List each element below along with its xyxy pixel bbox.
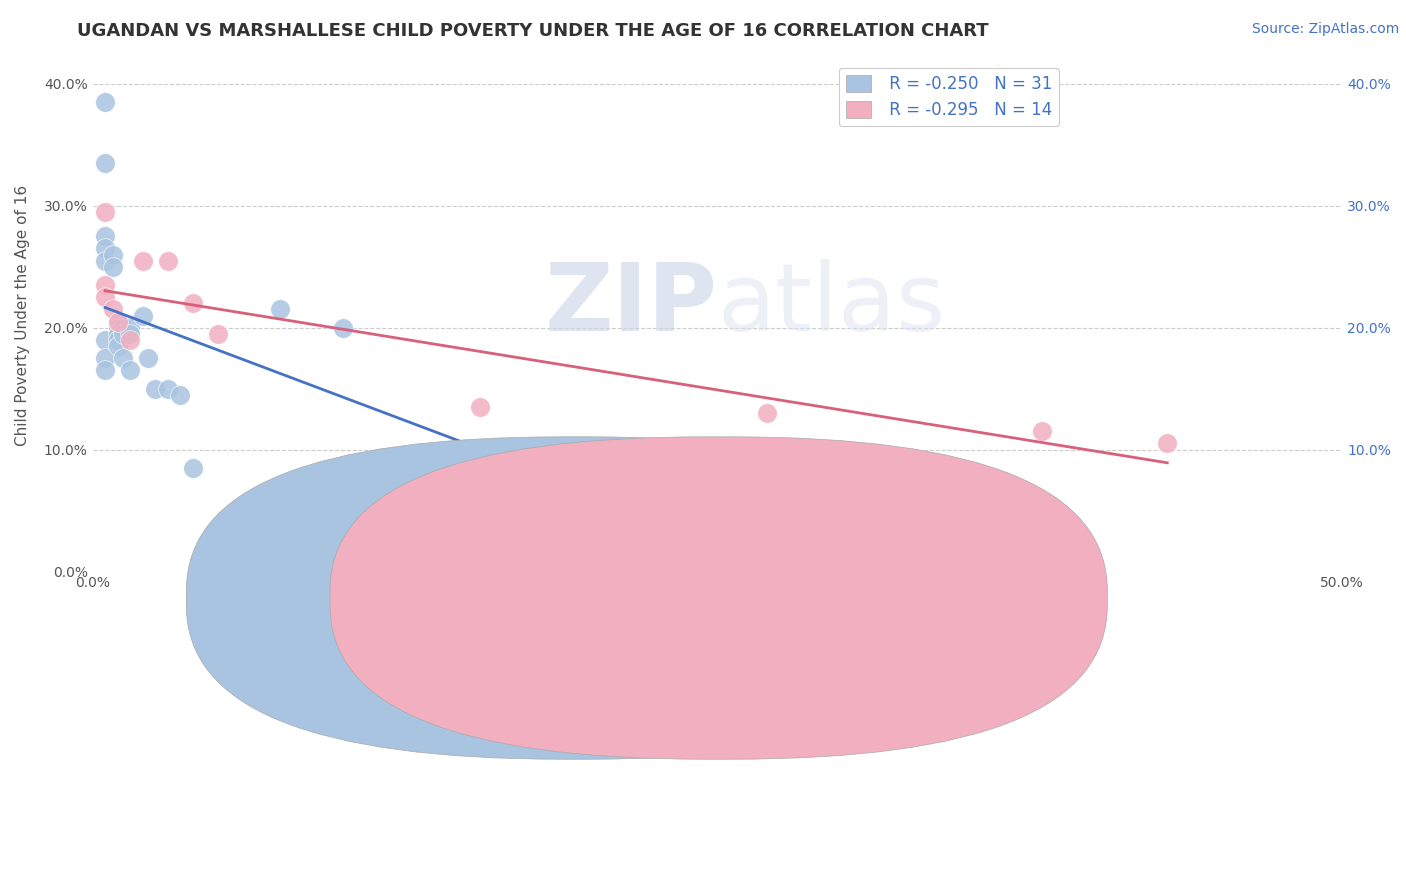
Point [107,315,129,329]
FancyBboxPatch shape [330,437,1108,759]
Point [457,467,479,481]
Point [1156,436,1178,450]
Point [111,326,134,341]
Point [94,278,117,293]
Point [120,320,142,334]
Point [94,95,117,110]
Text: UGANDAN VS MARSHALLESE CHILD POVERTY UNDER THE AGE OF 16 CORRELATION CHART: UGANDAN VS MARSHALLESE CHILD POVERTY UND… [77,22,988,40]
Point [107,326,129,341]
Point [101,260,124,274]
Point [181,296,204,310]
Point [131,253,153,268]
Text: Source: ZipAtlas.com: Source: ZipAtlas.com [1251,22,1399,37]
Point [94,333,117,347]
Point [136,351,159,366]
Point [94,290,117,304]
Legend:  R = -0.250   N = 31,  R = -0.295   N = 14: R = -0.250 N = 31, R = -0.295 N = 14 [839,68,1059,126]
Text: Ugandans: Ugandans [596,589,679,607]
Point [107,315,129,329]
Point [181,460,204,475]
Point [107,333,129,347]
Point [169,388,191,402]
Point [94,242,117,256]
Point [468,400,491,414]
Point [143,382,166,396]
Point [131,309,153,323]
Point [269,302,291,317]
Text: ZIP: ZIP [544,260,717,351]
Point [207,326,229,341]
Point [101,302,124,317]
Point [156,253,179,268]
Point [120,333,142,347]
Point [120,326,142,341]
Y-axis label: Child Poverty Under the Age of 16: Child Poverty Under the Age of 16 [15,185,30,446]
Point [101,247,124,261]
Point [94,156,117,170]
Text: Marshallese: Marshallese [740,589,839,607]
Point [111,320,134,334]
Point [756,406,779,420]
Point [94,351,117,366]
Point [107,339,129,353]
Point [94,205,117,219]
Point [332,320,354,334]
Point [94,363,117,377]
Point [111,351,134,366]
Point [120,363,142,377]
Point [94,229,117,244]
Point [94,253,117,268]
Text: atlas: atlas [717,260,946,351]
Point [156,382,179,396]
Point [107,320,129,334]
Point [756,533,779,548]
FancyBboxPatch shape [187,437,963,759]
Point [1031,424,1053,438]
